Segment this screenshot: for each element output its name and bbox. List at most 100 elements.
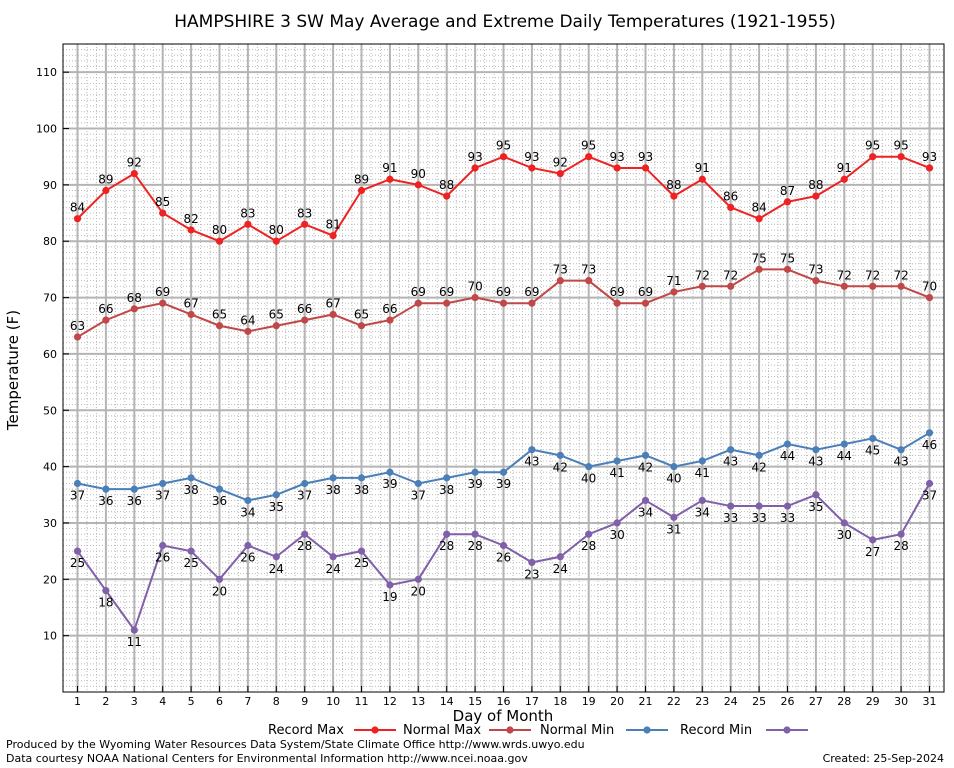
data-point (73, 479, 82, 488)
data-label: 71 (666, 274, 681, 288)
data-label: 73 (553, 263, 568, 277)
footer-produced-by: Produced by the Wyoming Water Resources … (6, 738, 585, 751)
data-label: 84 (751, 201, 766, 215)
data-label: 11 (127, 635, 142, 649)
data-label: 73 (581, 263, 596, 277)
y-axis-ticks: 10 20 30 40 50 60 70 80 90 100 110 (36, 66, 69, 643)
y-tick-label: 50 (43, 404, 57, 417)
data-label: 19 (382, 590, 397, 604)
data-label: 89 (354, 173, 369, 187)
data-label: 64 (240, 313, 255, 327)
data-label: 75 (751, 251, 766, 265)
data-label: 42 (751, 460, 766, 474)
x-tick-label: 22 (667, 695, 681, 708)
data-point (443, 299, 451, 307)
data-label: 23 (524, 567, 539, 581)
data-point (499, 468, 508, 476)
data-label: 95 (496, 139, 511, 153)
data-label: 68 (127, 291, 142, 305)
data-point (187, 310, 195, 319)
data-point (613, 299, 621, 307)
x-tick-label: 11 (355, 695, 369, 708)
data-label: 67 (325, 296, 340, 310)
data-label: 72 (837, 268, 852, 282)
legend-item-record-min: Record Min (680, 723, 808, 738)
data-point (357, 186, 366, 195)
minor-gridlines (63, 44, 944, 692)
series-record-max: 84 89 92 85 82 80 83 80 83 81 89 91 90 88 93 95 93 92 95 93… (70, 139, 937, 245)
data-label: 39 (467, 477, 482, 491)
x-tick-label: 2 (102, 695, 109, 708)
data-point (528, 558, 536, 567)
data-point (73, 333, 82, 341)
x-tick-label: 9 (301, 695, 308, 708)
data-point (698, 175, 706, 183)
data-label: 36 (98, 494, 113, 508)
data-point (159, 299, 167, 307)
data-point (925, 293, 934, 302)
data-label: 69 (496, 285, 511, 299)
data-point (925, 479, 934, 488)
legend-label: Normal Max (403, 723, 481, 738)
data-point (613, 519, 621, 527)
data-point (272, 553, 280, 561)
x-tick-label: 24 (724, 695, 738, 708)
legend-item-normal-min: Normal Min (540, 723, 668, 738)
data-label: 92 (553, 156, 568, 170)
data-label: 20 (411, 584, 426, 598)
data-label: 83 (240, 206, 255, 220)
data-label: 93 (609, 150, 624, 164)
data-point (755, 502, 763, 510)
data-point (414, 575, 422, 583)
data-label: 95 (893, 139, 908, 153)
data-point (244, 220, 252, 228)
data-label: 28 (297, 539, 312, 553)
data-point (840, 175, 848, 183)
legend: Record Max Normal Max Normal Min Record Min (268, 723, 808, 738)
data-label: 88 (808, 178, 823, 192)
data-point (301, 220, 309, 228)
data-point (443, 530, 451, 538)
data-point (499, 299, 508, 307)
data-label: 25 (354, 556, 369, 570)
data-point (386, 316, 394, 324)
data-point (528, 164, 536, 172)
y-tick-label: 60 (43, 348, 57, 361)
legend-swatch-marker (506, 726, 514, 734)
data-point (585, 463, 593, 471)
data-point (840, 519, 848, 527)
data-point (783, 440, 792, 448)
data-label: 36 (212, 494, 227, 508)
data-point (357, 322, 366, 330)
data-label: 66 (382, 302, 397, 316)
data-point (556, 170, 564, 178)
x-tick-label: 12 (383, 695, 397, 708)
legend-swatch-marker (643, 726, 651, 734)
data-label: 44 (780, 449, 795, 463)
data-point (187, 474, 195, 482)
data-label: 45 (865, 443, 880, 457)
data-label: 91 (695, 161, 710, 175)
data-point (414, 479, 422, 488)
data-label: 37 (155, 489, 170, 503)
series-normal-min: 37 36 36 37 38 36 34 35 37 38 38 39 37 38 39 39 43 42 40 41… (70, 429, 937, 519)
x-tick-label: 16 (497, 695, 511, 708)
data-label: 33 (780, 511, 795, 525)
data-point (244, 541, 252, 550)
data-label: 42 (638, 460, 653, 474)
data-label: 37 (297, 489, 312, 503)
data-label: 73 (808, 263, 823, 277)
y-tick-label: 30 (43, 517, 57, 530)
data-label: 91 (382, 161, 397, 175)
data-point (272, 237, 280, 245)
data-label: 42 (553, 460, 568, 474)
data-point (386, 468, 394, 476)
data-label: 25 (183, 556, 198, 570)
data-label: 70 (467, 280, 482, 294)
data-point (215, 322, 224, 330)
y-tick-label: 10 (43, 630, 57, 643)
data-label: 72 (865, 268, 880, 282)
data-label: 37 (922, 489, 937, 503)
x-tick-label: 4 (159, 695, 166, 708)
x-tick-label: 26 (781, 695, 795, 708)
